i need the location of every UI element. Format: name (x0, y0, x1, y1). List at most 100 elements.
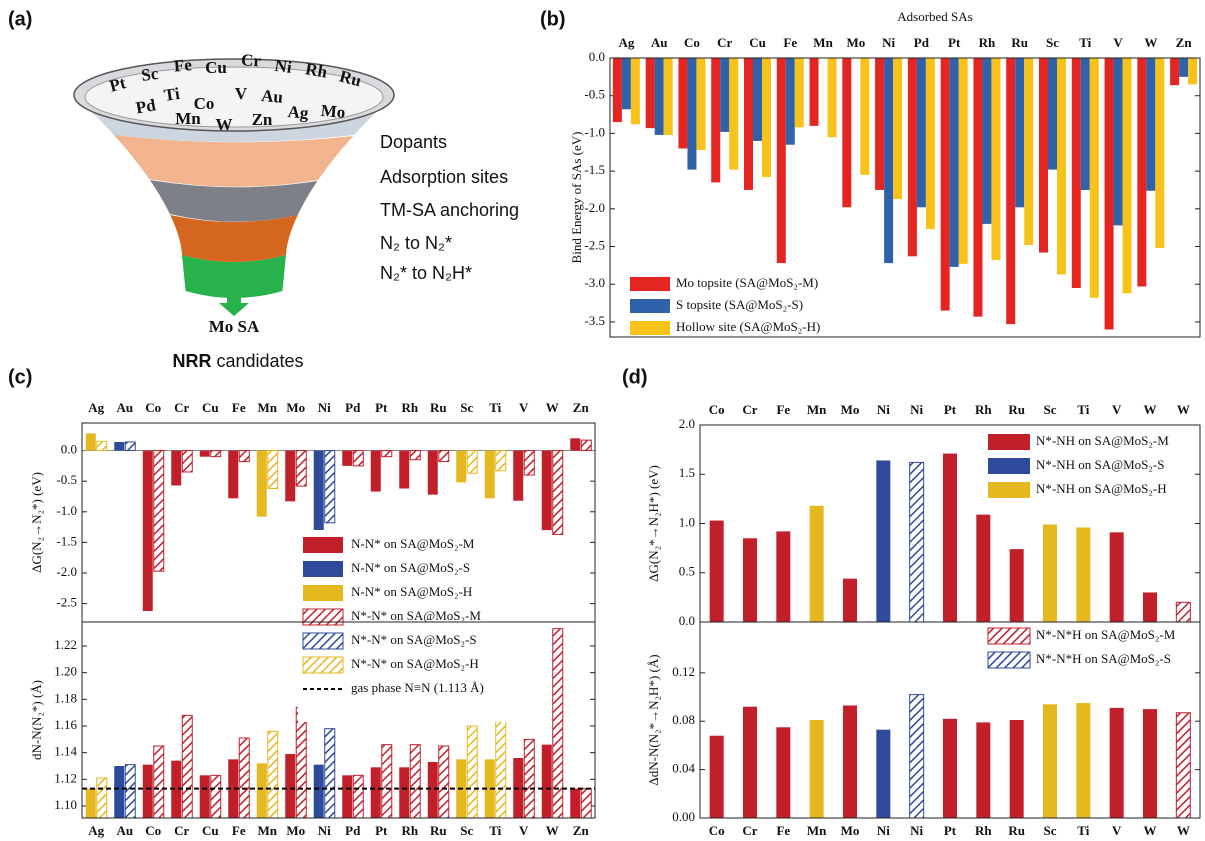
bar (1057, 58, 1066, 275)
x-tick-label: Rh (979, 35, 996, 50)
bar (663, 58, 673, 135)
bar (238, 737, 250, 819)
x-tick-label: Co (145, 823, 161, 838)
x-tick-label: Zn (573, 400, 590, 415)
bar (295, 450, 307, 487)
y-tick-label: -1.0 (56, 503, 77, 518)
x-tick-label: W (1177, 402, 1190, 417)
legend-label: N*-N* on SA@MoS₂-S (351, 632, 477, 647)
x-tick-label: W (546, 823, 559, 838)
bar (794, 58, 804, 128)
bar (943, 453, 957, 622)
x-tick-label: Rh (401, 400, 418, 415)
bar (1076, 527, 1091, 622)
y-tick-label: 1.16 (54, 717, 77, 732)
bar (630, 58, 640, 125)
legend-swatch (302, 608, 344, 626)
x-tick-label: Ag (88, 400, 104, 415)
bar (399, 450, 410, 489)
bar (124, 441, 136, 452)
bar (976, 514, 991, 622)
x-tick-label: Rh (975, 823, 992, 838)
x-tick-label: Ti (1077, 402, 1089, 417)
legend-swatch (630, 299, 670, 313)
x-tick-label: Fe (776, 823, 790, 838)
x-tick-label: Rh (975, 402, 992, 417)
caption-bold: NRR (172, 351, 211, 371)
bar (541, 744, 552, 818)
bar (96, 777, 108, 819)
x-tick-label: Pt (948, 35, 961, 50)
bar (776, 531, 791, 622)
bar (171, 450, 182, 486)
x-tick-label: Mo (841, 823, 860, 838)
x-tick-label: Pd (345, 400, 361, 415)
bar (743, 538, 757, 622)
bar (612, 58, 622, 123)
y-tick-label: -1.0 (584, 124, 605, 139)
y-tick-label: 0.12 (672, 664, 695, 679)
funnel-band (182, 255, 286, 298)
y-axis-label: dN-N(N₂*) (Å) (29, 680, 44, 760)
bar (114, 766, 125, 818)
bar (949, 58, 959, 267)
x-tick-label: Mo (286, 400, 305, 415)
legend-label: N*-NH on SA@MoS₂-M (1036, 433, 1169, 448)
bar (743, 706, 757, 818)
bar (1080, 58, 1090, 190)
bar (495, 450, 507, 472)
bar (495, 717, 507, 819)
bar (352, 774, 364, 819)
x-tick-label: Ni (318, 400, 331, 415)
bar (324, 728, 336, 819)
legend-swatch (630, 321, 670, 335)
x-tick-label: Fe (776, 402, 790, 417)
x-tick-label: Sc (1044, 823, 1057, 838)
bar (342, 775, 353, 818)
bar (893, 58, 903, 200)
y-tick-label: 0.5 (679, 564, 695, 579)
legend-label: N*-NH on SA@MoS₂-H (1036, 481, 1167, 496)
bar (809, 58, 819, 126)
legend-label: S topsite (SA@MoS₂-S) (676, 297, 803, 312)
x-tick-label: Cr (717, 35, 732, 50)
x-tick-label: Ni (882, 35, 895, 50)
bar (1175, 712, 1191, 819)
y-tick-label: 0.00 (672, 809, 695, 824)
bar (295, 706, 307, 819)
bar (171, 760, 182, 818)
y-tick-label: 0.0 (589, 49, 605, 64)
bar (85, 788, 96, 818)
x-tick-label: W (1144, 35, 1157, 50)
dopant-label: Pd (134, 95, 157, 117)
y-axis-label: ΔG(N₂*→N₂H*) (eV) (646, 465, 661, 582)
bar (466, 725, 478, 819)
bar (181, 450, 193, 473)
bar (570, 788, 581, 818)
x-tick-label: Mn (258, 400, 278, 415)
bar (210, 774, 222, 819)
x-tick-label: W (1177, 823, 1190, 838)
x-tick-label: Pd (914, 35, 930, 50)
bar (1076, 703, 1091, 818)
bar (466, 450, 478, 474)
x-tick-label: Ti (489, 823, 501, 838)
bar (909, 461, 925, 623)
panel-label: (a) (8, 8, 32, 30)
legend-label: N*-NH on SA@MoS₂-S (1036, 457, 1164, 472)
bar (991, 58, 1001, 261)
legend-label: Hollow site (SA@MoS₂-H) (676, 319, 820, 334)
dopant-label: Co (194, 94, 215, 113)
dopant-label: Rh (304, 59, 329, 82)
x-tick-label: Mn (813, 35, 833, 50)
y-tick-label: 0.08 (672, 712, 695, 727)
dopant-label: V (235, 84, 248, 103)
x-tick-label: V (1113, 35, 1123, 50)
stage-label: N₂* to N₂H* (380, 263, 472, 283)
x-tick-label: Ru (1011, 35, 1028, 50)
bar (709, 735, 724, 818)
bar (1188, 58, 1198, 85)
dopant-label: Sc (140, 64, 160, 85)
dopant-label: Ti (163, 84, 182, 105)
bar (256, 450, 267, 517)
